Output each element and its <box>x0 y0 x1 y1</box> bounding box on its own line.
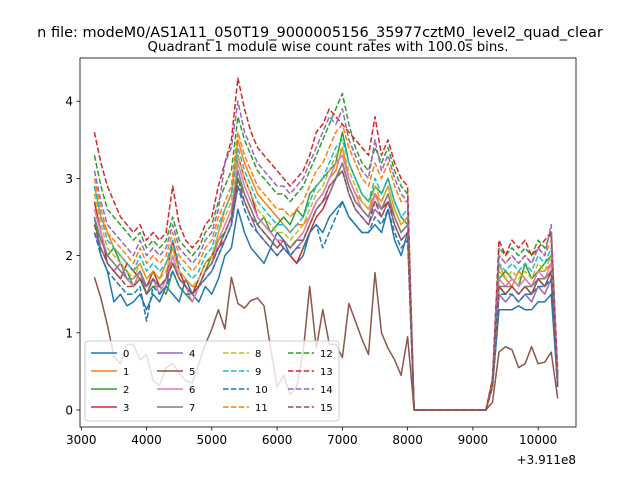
legend-label-13: 13 <box>320 367 333 378</box>
x-tick-label-5000: 5000 <box>197 433 228 447</box>
x-tick-label-10000: 10000 <box>519 433 557 447</box>
y-tick-label-1: 1 <box>65 326 73 340</box>
y-tick-label-0: 0 <box>65 404 73 418</box>
x-tick-label-9000: 9000 <box>458 433 489 447</box>
y-tick-label-2: 2 <box>65 249 73 263</box>
legend-label-6: 6 <box>189 385 195 396</box>
legend-label-9: 9 <box>255 367 261 378</box>
legend-label-10: 10 <box>255 385 268 396</box>
series-layer <box>93 77 559 411</box>
y-tick-label-4: 4 <box>65 95 73 109</box>
plot-frame <box>79 57 577 428</box>
legend-label-3: 3 <box>123 403 129 414</box>
legend-label-1: 1 <box>123 367 129 378</box>
x-tick-label-6000: 6000 <box>262 433 293 447</box>
x-offset-label: +3.911e8 <box>517 453 576 467</box>
legend-box <box>84 340 340 422</box>
legend-label-2: 2 <box>123 385 129 396</box>
series-line-9 <box>93 139 559 411</box>
legend-label-12: 12 <box>320 349 333 360</box>
legend-label-8: 8 <box>255 349 261 360</box>
x-tick-label-4000: 4000 <box>131 433 162 447</box>
legend-label-5: 5 <box>189 367 195 378</box>
legend-label-15: 15 <box>320 403 333 414</box>
chart-title: Quadrant 1 module wise count rates with … <box>148 40 509 55</box>
legend-label-4: 4 <box>189 349 195 360</box>
legend-label-7: 7 <box>189 403 195 414</box>
legend-label-11: 11 <box>255 403 268 414</box>
figure-suptitle: n file: modeM0/AS1A11_050T19_9000005156_… <box>37 25 603 41</box>
x-tick-label-8000: 8000 <box>392 433 423 447</box>
x-tick-label-3000: 3000 <box>66 433 97 447</box>
x-tick-label-7000: 7000 <box>327 433 358 447</box>
series-line-8 <box>93 146 559 411</box>
legend-label-14: 14 <box>320 385 333 396</box>
series-line-15 <box>93 169 559 411</box>
y-tick-label-3: 3 <box>65 172 73 186</box>
legend-label-0: 0 <box>123 349 129 360</box>
